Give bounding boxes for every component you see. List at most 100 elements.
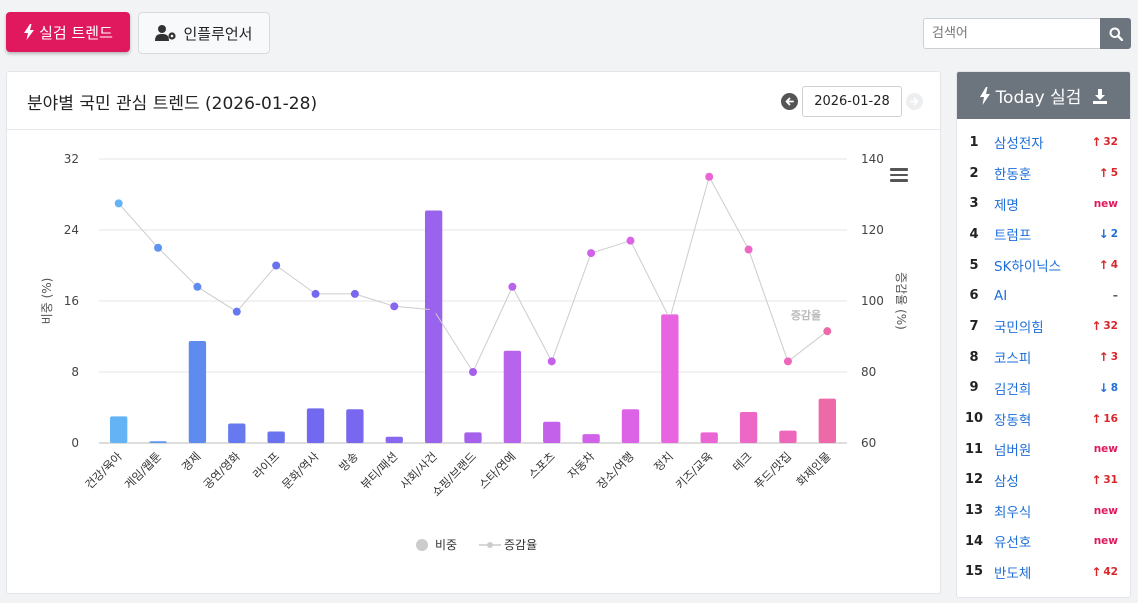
x-tick-label: 키즈/교육 bbox=[673, 449, 716, 492]
arrow-left-icon bbox=[785, 97, 794, 106]
rank-number: 5 bbox=[969, 257, 979, 273]
ranking-item[interactable]: 15 반도체 ↑ 42 bbox=[957, 557, 1130, 588]
rank-number: 8 bbox=[969, 349, 979, 365]
rank-keyword-link[interactable]: 트럼프 bbox=[994, 228, 1032, 245]
x-tick-label: 푸드/맛집 bbox=[751, 449, 794, 492]
y-tick-label: 16 bbox=[64, 294, 79, 308]
ranking-item[interactable]: 5 SK하이닉스 ↑ 4 bbox=[957, 250, 1130, 281]
rate-point bbox=[429, 305, 438, 314]
rank-keyword-link[interactable]: AI bbox=[994, 287, 1008, 304]
ranking-item[interactable]: 13 최우식 new bbox=[957, 495, 1130, 526]
rank-keyword-link[interactable]: 장동혁 bbox=[994, 412, 1032, 429]
x-tick-label: 방송 bbox=[336, 449, 361, 474]
arrow-up-icon: ↑ bbox=[1098, 258, 1109, 273]
bar bbox=[739, 411, 758, 443]
ranking-item[interactable]: 4 트럼프 ↓ 2 bbox=[957, 219, 1130, 250]
rank-change-value: 3 bbox=[1110, 351, 1118, 364]
rank-change-value: 42 bbox=[1103, 565, 1118, 578]
rank-keyword-link[interactable]: 최우식 bbox=[994, 504, 1032, 521]
ranking-item[interactable]: 2 한동훈 ↑ 5 bbox=[957, 158, 1130, 189]
rank-keyword-link[interactable]: 삼성전자 bbox=[994, 136, 1044, 153]
rank-change: ↑ 5 bbox=[1099, 166, 1118, 180]
rank-keyword-link[interactable]: 넘버원 bbox=[994, 443, 1032, 460]
rank-change-value: 2 bbox=[1110, 228, 1118, 241]
rate-point bbox=[508, 282, 517, 291]
x-tick-label: 스포츠 bbox=[526, 449, 558, 481]
lightning-icon bbox=[979, 86, 990, 105]
rank-change: new bbox=[1094, 198, 1118, 210]
download-icon[interactable] bbox=[1092, 88, 1108, 104]
ranking-item[interactable]: 1 삼성전자 ↑ 32 bbox=[957, 127, 1130, 158]
user-settings-icon bbox=[155, 25, 177, 41]
date-prev-button[interactable] bbox=[781, 93, 798, 110]
bar bbox=[267, 431, 285, 443]
rank-keyword-link[interactable]: 국민의힘 bbox=[994, 320, 1044, 337]
ranking-title: Today 실검 bbox=[995, 88, 1082, 108]
search-input[interactable] bbox=[923, 18, 1100, 49]
influencer-button[interactable]: 인플루언서 bbox=[138, 12, 270, 54]
realtime-trend-button[interactable]: 실검 트렌드 bbox=[6, 12, 130, 52]
date-next-button[interactable] bbox=[906, 93, 923, 110]
arrow-down-icon: ↓ bbox=[1098, 227, 1109, 242]
rank-keyword-link[interactable]: 김건희 bbox=[994, 381, 1032, 398]
ranking-item[interactable]: 10 장동혁 ↑ 16 bbox=[957, 403, 1130, 434]
rank-change: new bbox=[1094, 443, 1118, 455]
ranking-item[interactable]: 11 넘버원 new bbox=[957, 434, 1130, 465]
rate-point bbox=[232, 307, 241, 316]
y-tick-label: 8 bbox=[71, 365, 79, 379]
rank-change-value: new bbox=[1093, 197, 1118, 210]
rank-keyword-link[interactable]: 유선호 bbox=[994, 535, 1032, 552]
rate-point bbox=[193, 282, 202, 291]
legend-marker-bar bbox=[416, 539, 428, 551]
ranking-item[interactable]: 9 김건희 ↓ 8 bbox=[957, 373, 1130, 404]
rank-number: 2 bbox=[969, 165, 979, 181]
bar bbox=[543, 421, 561, 443]
rank-keyword-link[interactable]: 반도체 bbox=[994, 565, 1032, 582]
rank-number: 14 bbox=[964, 533, 984, 549]
search-button[interactable] bbox=[1100, 18, 1131, 49]
ranking-item[interactable]: 7 국민의힘 ↑ 32 bbox=[957, 311, 1130, 342]
ranking-item[interactable]: 14 유선호 new bbox=[957, 526, 1130, 557]
trend-chart-panel: 분야별 국민 관심 트렌드 (2026-01-28) 2026-01-28 0 8… bbox=[6, 71, 941, 594]
y2-tick-label: 80 bbox=[861, 365, 876, 379]
rate-point bbox=[311, 289, 320, 298]
rank-change: – bbox=[1113, 290, 1118, 302]
arrow-up-icon: ↑ bbox=[1098, 166, 1109, 181]
rank-number: 7 bbox=[969, 318, 979, 334]
x-tick-label: 경제 bbox=[179, 449, 204, 474]
rank-change: new bbox=[1094, 535, 1118, 547]
x-tick-label: 테크 bbox=[730, 449, 755, 474]
rate-line bbox=[118, 175, 828, 374]
rank-number: 12 bbox=[964, 472, 984, 488]
bar bbox=[424, 210, 443, 443]
arrow-up-icon: ↑ bbox=[1091, 564, 1102, 579]
rank-number: 6 bbox=[969, 288, 979, 304]
ranking-item[interactable]: 12 삼성 ↑ 31 bbox=[957, 465, 1130, 496]
rank-change-value: new bbox=[1093, 535, 1118, 548]
arrow-down-icon: ↓ bbox=[1098, 380, 1109, 395]
y-axis-title: 비중 (%) bbox=[40, 278, 54, 325]
ranking-item[interactable]: 6 AI – bbox=[957, 280, 1130, 311]
rate-point bbox=[154, 243, 163, 252]
rank-change-value: 16 bbox=[1103, 412, 1118, 425]
today-ranking-panel: Today 실검 1 삼성전자 ↑ 32 2 한동훈 ↑ 5 3 제명 new 4 트럼프 ↓ 2 5 SK하이… bbox=[956, 71, 1131, 598]
chart-menu-icon[interactable] bbox=[890, 168, 908, 182]
bar bbox=[818, 398, 836, 443]
rank-change: new bbox=[1094, 505, 1118, 517]
y2-tick-label: 60 bbox=[861, 436, 876, 450]
ranking-item[interactable]: 8 코스피 ↑ 3 bbox=[957, 342, 1130, 373]
rank-keyword-link[interactable]: SK하이닉스 bbox=[994, 259, 1062, 276]
date-input[interactable]: 2026-01-28 bbox=[802, 86, 902, 117]
rank-change-value: new bbox=[1093, 504, 1118, 517]
rate-point bbox=[744, 245, 753, 254]
bar bbox=[503, 350, 522, 443]
rate-point bbox=[469, 368, 477, 376]
rank-keyword-link[interactable]: 코스피 bbox=[994, 351, 1032, 368]
rank-keyword-link[interactable]: 삼성 bbox=[994, 473, 1019, 490]
rank-keyword-link[interactable]: 한동훈 bbox=[994, 167, 1032, 184]
ranking-item[interactable]: 3 제명 new bbox=[957, 188, 1130, 219]
rank-change-value: 32 bbox=[1103, 320, 1118, 333]
rank-keyword-link[interactable]: 제명 bbox=[994, 197, 1019, 214]
ranking-header: Today 실검 bbox=[957, 72, 1130, 119]
